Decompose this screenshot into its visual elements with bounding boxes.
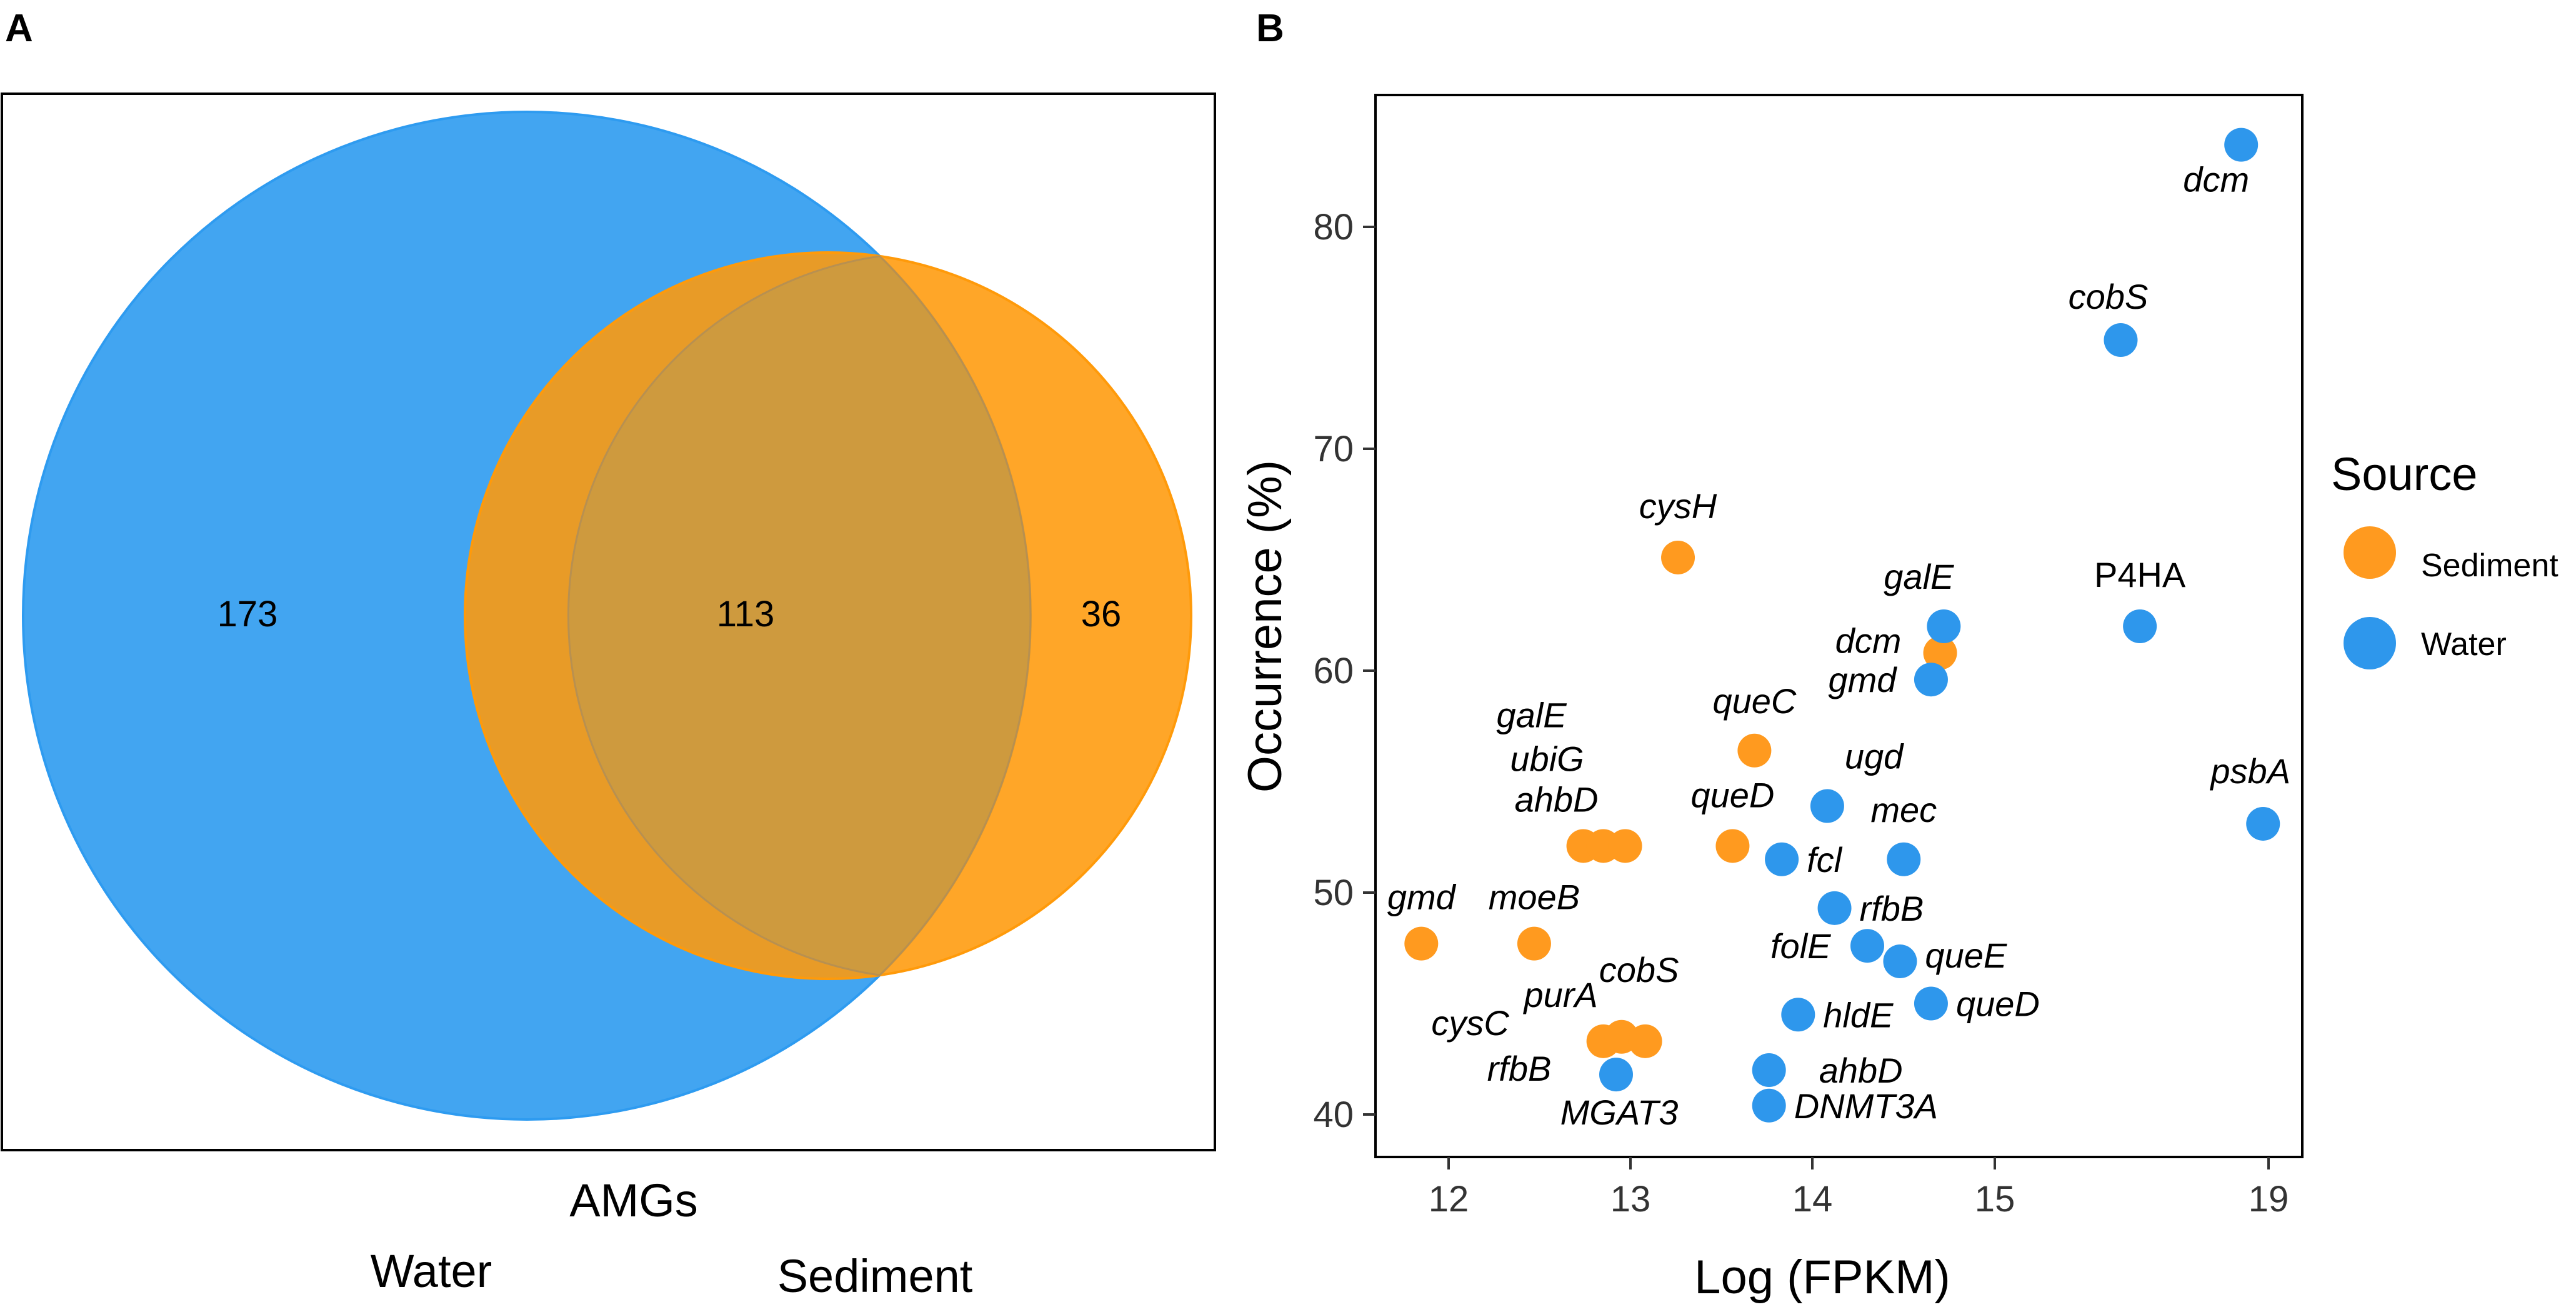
point-label: MGAT3 xyxy=(1560,1093,1679,1132)
point-label: gmd xyxy=(1387,878,1457,917)
point-label: cobS xyxy=(2069,277,2149,316)
scatter-point-water xyxy=(1914,986,1948,1021)
scatter-point-water xyxy=(1883,944,1917,979)
point-label: rfbB xyxy=(1860,889,1924,928)
scatter-point-water xyxy=(1781,998,1815,1032)
water-only-count: 173 xyxy=(217,594,278,634)
point-label: folE xyxy=(1770,926,1831,966)
scatter-point-water xyxy=(1887,842,1921,876)
scatter-point-water xyxy=(1765,842,1799,876)
x-tick-label: 15 xyxy=(1975,1179,2015,1219)
venn-overlap-region xyxy=(567,255,1032,976)
point-label: ahbD xyxy=(1515,779,1599,819)
scatter-point-sediment xyxy=(1517,926,1551,961)
scatter-point-sediment xyxy=(1628,1024,1662,1058)
point-label: galE xyxy=(1497,695,1567,734)
x-tick-label: 12 xyxy=(1429,1179,1469,1219)
point-label: purA xyxy=(1522,975,1597,1014)
x-axis-title: Log (FPKM) xyxy=(1694,1251,1950,1304)
scatter-point-sediment xyxy=(1608,829,1642,863)
y-tick-label: 60 xyxy=(1313,651,1354,691)
legend-sediment-swatch xyxy=(2344,526,2396,579)
x-tick-label: 19 xyxy=(2249,1179,2289,1219)
point-label: cysC xyxy=(1431,1003,1509,1043)
point-label: ugd xyxy=(1845,737,1904,776)
point-label: queE xyxy=(1925,936,2007,975)
scatter-point-water xyxy=(2246,806,2280,841)
legend-water-swatch xyxy=(2344,617,2396,669)
scatter-point-water xyxy=(1850,929,1884,963)
y-tick-label: 70 xyxy=(1313,429,1354,469)
venn-sediment-label: Sediment xyxy=(777,1250,973,1302)
panel-b-letter: B xyxy=(1256,7,1284,50)
point-label: queD xyxy=(1690,775,1774,814)
scatter-point-water xyxy=(2224,128,2259,162)
point-label: mec xyxy=(1870,790,1937,829)
point-label: queD xyxy=(1956,984,2040,1024)
y-axis-title: Occurrence (%) xyxy=(1239,460,1292,793)
legend-sediment-label: Sediment xyxy=(2421,548,2559,584)
point-label: ahbD xyxy=(1819,1051,1903,1090)
shared-count: 113 xyxy=(717,594,774,634)
point-label: queC xyxy=(1712,681,1796,721)
point-label: dcm xyxy=(2183,160,2249,199)
x-tick-label: 14 xyxy=(1792,1179,1833,1219)
venn-water-label: Water xyxy=(371,1245,492,1297)
point-label: galE xyxy=(1884,557,1954,596)
scatter-point-water xyxy=(1752,1053,1786,1087)
sediment-only-count: 36 xyxy=(1081,594,1122,634)
scatter-point-water xyxy=(2104,323,2138,358)
point-label: gmd xyxy=(1828,660,1897,699)
scatter-point-water xyxy=(1817,891,1852,925)
legend: Source Sediment Water xyxy=(2331,448,2559,669)
panel-a-letter: A xyxy=(5,7,33,50)
scatter-point-water xyxy=(1927,609,1961,643)
legend-title: Source xyxy=(2331,448,2477,500)
scatter-point-sediment xyxy=(1715,829,1750,863)
y-tick-label: 80 xyxy=(1313,207,1354,248)
point-label: cobS xyxy=(1599,950,1679,989)
point-label: moeB xyxy=(1489,878,1580,917)
point-label: ubiG xyxy=(1510,739,1584,778)
x-axis: 12 13 14 15 19 xyxy=(1429,1157,2289,1219)
venn-caption: AMGs xyxy=(569,1174,698,1226)
scatter-point-sediment xyxy=(1923,636,1957,670)
y-tick-label: 50 xyxy=(1313,873,1354,913)
scatter-point-sediment xyxy=(1737,733,1772,768)
point-label: rfbB xyxy=(1487,1049,1552,1088)
scatter-point-sediment xyxy=(1404,926,1439,961)
y-tick-label: 40 xyxy=(1313,1094,1354,1135)
x-tick-label: 13 xyxy=(1610,1179,1651,1219)
point-label: hldE xyxy=(1823,995,1894,1034)
venn-diagram xyxy=(22,111,1192,1121)
scatter-point-water xyxy=(1810,789,1844,823)
scatter-point-water xyxy=(1752,1088,1786,1123)
scatter-point-water xyxy=(2123,609,2157,643)
point-label: dcm xyxy=(1835,621,1902,661)
scatter-points xyxy=(1404,128,2280,1123)
legend-water-label: Water xyxy=(2421,626,2507,663)
point-label: DNMT3A xyxy=(1794,1086,1938,1126)
scatter-point-water xyxy=(1914,663,1948,697)
y-axis: 40 50 60 70 80 xyxy=(1313,207,1375,1135)
point-labels: gmd moeBgalEubiGahbDcysCpurAcobScysHqueDq… xyxy=(1387,160,2290,1132)
point-label: fcl xyxy=(1807,840,1843,879)
point-label: P4HA xyxy=(2094,555,2186,594)
scatter-point-sediment xyxy=(1661,540,1695,574)
point-label: psbA xyxy=(2209,751,2290,791)
scatter-point-water xyxy=(1599,1058,1633,1092)
point-label: cysH xyxy=(1639,486,1717,526)
